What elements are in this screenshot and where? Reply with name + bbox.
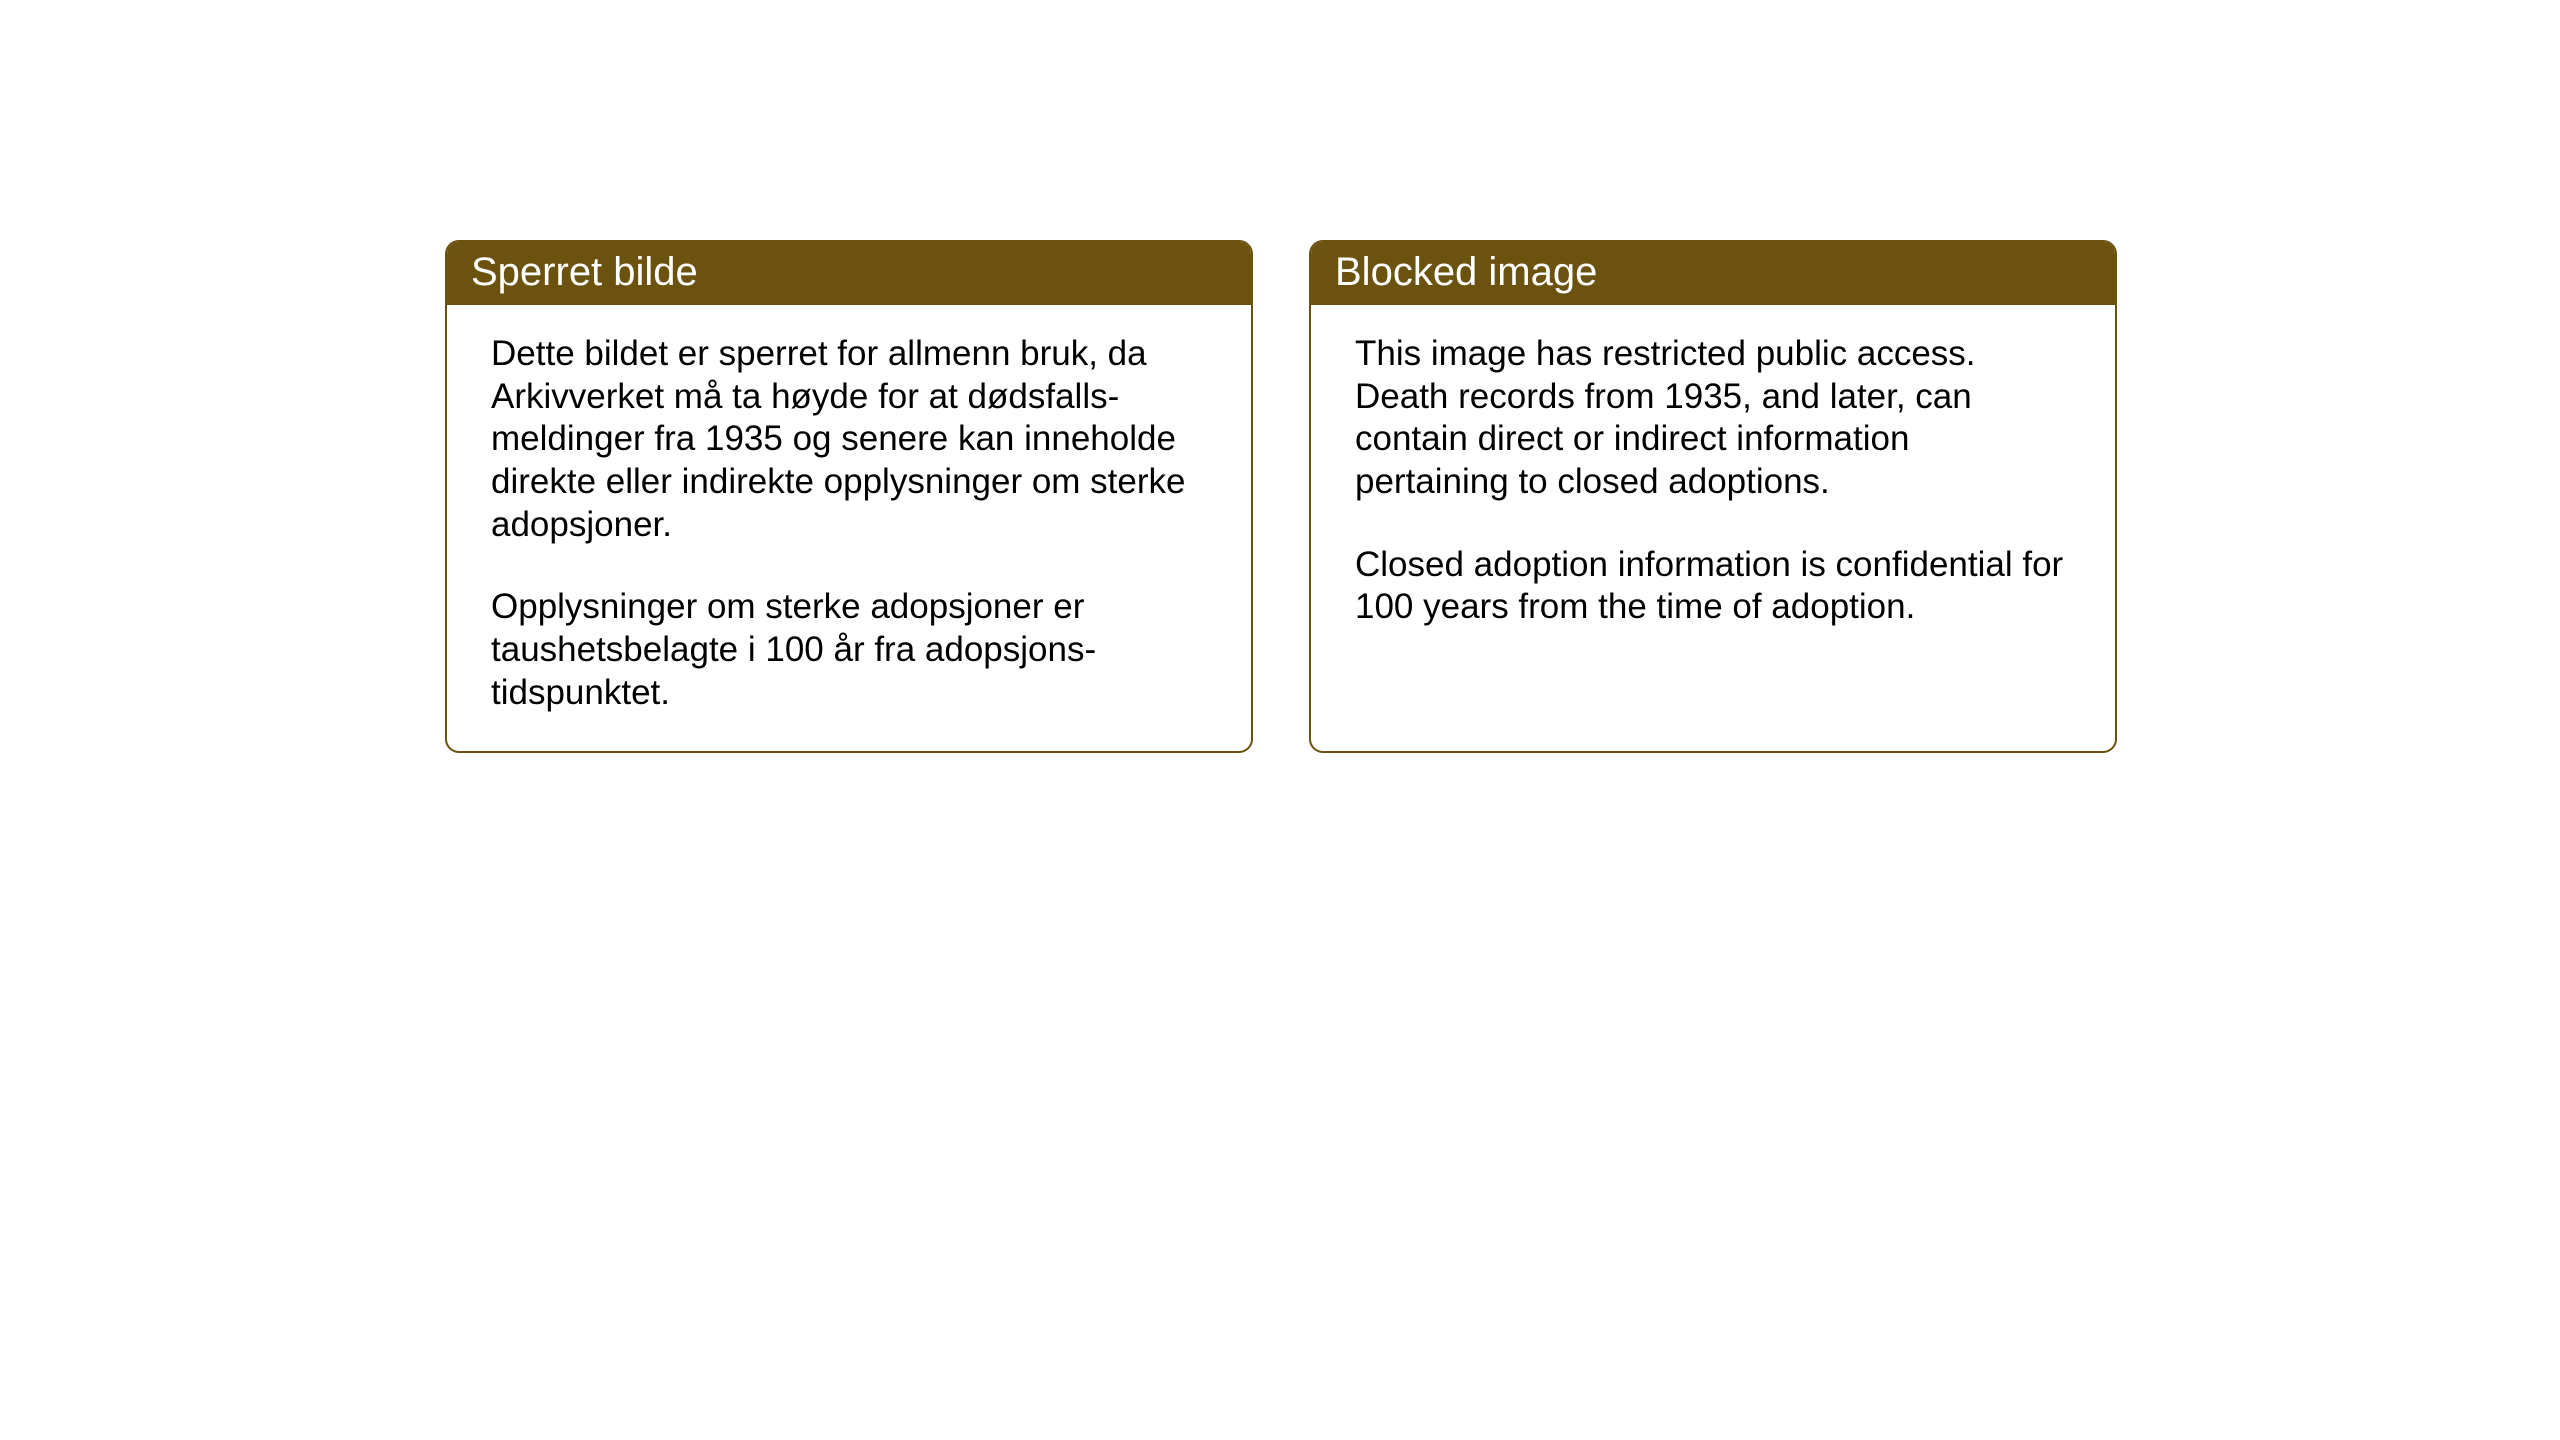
english-panel-header: Blocked image — [1311, 242, 2115, 305]
notice-panels-container: Sperret bilde Dette bildet er sperret fo… — [445, 240, 2117, 753]
norwegian-paragraph-1: Dette bildet er sperret for allmenn bruk… — [491, 333, 1207, 546]
english-panel-title: Blocked image — [1335, 250, 1597, 294]
english-paragraph-1: This image has restricted public access.… — [1355, 333, 2071, 504]
norwegian-panel-title: Sperret bilde — [471, 250, 698, 294]
norwegian-panel-header: Sperret bilde — [447, 242, 1251, 305]
english-paragraph-2: Closed adoption information is confident… — [1355, 544, 2071, 629]
english-panel-body: This image has restricted public access.… — [1311, 305, 2115, 729]
norwegian-panel-body: Dette bildet er sperret for allmenn bruk… — [447, 305, 1251, 751]
norwegian-paragraph-2: Opplysninger om sterke adopsjoner er tau… — [491, 586, 1207, 714]
english-notice-panel: Blocked image This image has restricted … — [1309, 240, 2117, 753]
norwegian-notice-panel: Sperret bilde Dette bildet er sperret fo… — [445, 240, 1253, 753]
